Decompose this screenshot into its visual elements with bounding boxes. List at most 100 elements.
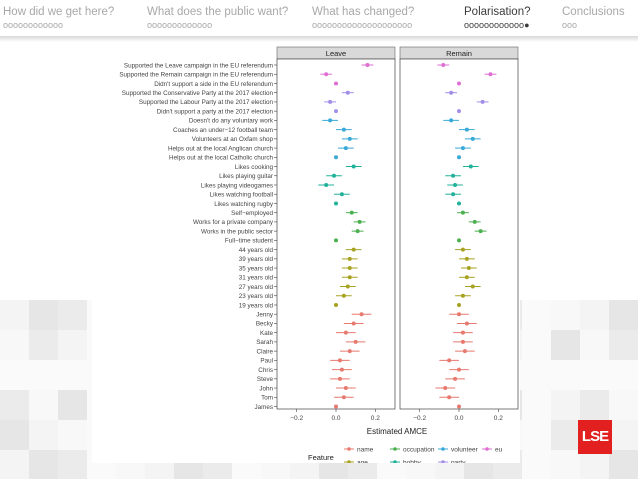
estimate-point [334, 404, 338, 409]
y-axis-label: Likes playing guitar [219, 173, 273, 180]
y-axis-label: 23 years old [239, 293, 274, 300]
bg-tile [58, 360, 87, 390]
x-tick-label: −0.2 [290, 415, 303, 422]
nav-progress-dots-1[interactable]: oooooooooooo [3, 20, 64, 30]
estimate-point [457, 367, 461, 372]
nav-progress-dots-2[interactable]: ooooooooooooo [147, 20, 213, 30]
x-tick-label: 0.0 [454, 415, 463, 422]
y-axis-label: 44 years old [239, 247, 274, 254]
legend-key-point [441, 460, 445, 464]
estimate-point [349, 210, 354, 215]
bg-tile [522, 300, 551, 330]
bg-tile [609, 330, 638, 360]
nav-section-3[interactable]: What has changed? [312, 6, 415, 18]
nav-section-4[interactable]: Polarisation? [464, 6, 531, 18]
y-axis-label: Volunteers at an Oxfam shop [192, 136, 274, 143]
legend-label: occupation [403, 447, 435, 454]
bg-tile [0, 450, 29, 479]
x-tick-label: 0.2 [371, 415, 380, 422]
nav-section-1[interactable]: How did we get here? [3, 6, 115, 18]
bg-tile [580, 330, 609, 360]
bg-tile [29, 420, 58, 450]
estimate-point [460, 247, 465, 252]
bg-tile [29, 360, 58, 390]
nav-section-5[interactable]: Conclusions [562, 6, 625, 18]
y-axis-label: 39 years old [239, 256, 274, 263]
bg-tile [58, 420, 87, 450]
estimate-point [359, 312, 364, 317]
estimate-point [334, 109, 338, 114]
estimate-point [341, 127, 346, 132]
legend-label: name [357, 447, 374, 454]
estimate-point [451, 192, 456, 197]
legend-key-point [393, 447, 397, 451]
estimate-point [351, 247, 356, 252]
nav-section-2[interactable]: What does the public want? [147, 6, 289, 18]
y-axis-label: Supported the Remain campaign in the EU … [119, 72, 273, 79]
bg-tile [29, 300, 58, 330]
estimate-point [464, 321, 469, 326]
estimate-point [447, 395, 452, 400]
x-tick-label: 0.2 [494, 415, 503, 422]
estimate-point [457, 81, 461, 86]
legend-label: volunteer [451, 447, 479, 454]
amce-chart-svg: Leave −0.2 0.0 0.2 Remain −0.2 0.0 0.2 Supported… [119, 46, 519, 467]
bg-tile [0, 300, 29, 330]
nav-progress-dots-5[interactable]: ooo [562, 20, 578, 30]
estimate-point [470, 136, 475, 141]
legend-title: Feature [308, 453, 334, 462]
estimate-point [343, 146, 348, 151]
bg-tile [0, 390, 29, 420]
estimate-point [341, 395, 346, 400]
nav-progress-dots-3[interactable]: oooooooooooooooooooo [312, 20, 413, 30]
estimate-point [343, 386, 348, 391]
estimate-point [334, 81, 338, 86]
bg-tile [522, 420, 551, 450]
estimate-point [447, 358, 452, 363]
estimate-point [464, 275, 469, 280]
bg-tile [609, 360, 638, 390]
y-axis-label: James [254, 404, 273, 411]
y-axis-label: Full−time student [225, 238, 273, 245]
bg-tile [551, 420, 580, 450]
estimate-point [462, 349, 467, 354]
nav-progress-dots-4[interactable]: oooooooooooo● [464, 20, 530, 30]
y-axis-label: Tom [261, 395, 273, 402]
top-navigation: How did we get here? oooooooooooo What doe… [0, 0, 638, 38]
panel-frame-leave [276, 58, 396, 410]
estimate-point [334, 302, 338, 307]
y-axis-label: John [259, 385, 273, 392]
bg-tile [522, 360, 551, 390]
bg-tile [551, 330, 580, 360]
estimate-point [443, 386, 448, 391]
nav-divider [0, 36, 638, 42]
panel-title-remain: Remain [446, 49, 472, 58]
estimate-point [457, 238, 461, 243]
estimate-point [451, 173, 456, 178]
y-axis-label: Jenny [256, 312, 274, 319]
bg-tile [0, 420, 29, 450]
bg-tile [29, 390, 58, 420]
estimate-point [464, 127, 469, 132]
estimate-point [347, 349, 352, 354]
y-axis-label: Kate [260, 330, 273, 337]
bg-tile [0, 330, 29, 360]
bg-tile [58, 450, 87, 479]
legend-key-point [347, 460, 351, 464]
estimate-point [355, 229, 360, 234]
estimate-point [328, 118, 333, 123]
y-axis-label: 19 years old [239, 302, 274, 309]
y-axis-label: 31 years old [239, 275, 274, 282]
estimate-point [347, 266, 352, 271]
y-axis-label: Paul [260, 358, 273, 365]
y-axis-label: Didn't support a side in the EU referend… [154, 81, 273, 88]
y-axis-label: Likes watching rugby [214, 201, 274, 208]
estimate-point [337, 358, 342, 363]
bg-tile [522, 330, 551, 360]
bg-tile [551, 450, 580, 479]
bg-tile [58, 330, 87, 360]
y-axis-label: Self−employed [231, 210, 273, 217]
legend-label: hobby [403, 460, 421, 464]
panel-title-leave: Leave [326, 49, 346, 58]
estimate-point [345, 284, 350, 289]
